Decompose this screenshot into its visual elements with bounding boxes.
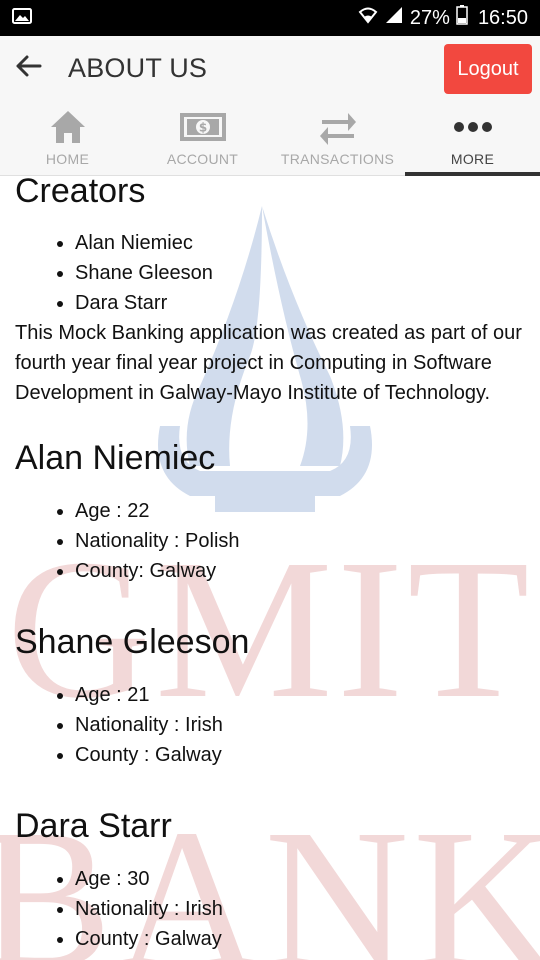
gallery-icon: [12, 7, 32, 29]
battery-icon: [456, 5, 468, 31]
list-item: Alan Niemiec: [75, 228, 525, 258]
tab-transactions-label: TRANSACTIONS: [280, 151, 395, 167]
tab-more[interactable]: MORE: [405, 100, 540, 176]
person-details-list: Age : 21 Nationality : Irish County : Ga…: [15, 680, 525, 770]
person-details-list: Age : 22 Nationality : Polish County: Ga…: [15, 496, 525, 586]
transfer-icon: [318, 107, 358, 147]
creators-list: Alan Niemiec Shane Gleeson Dara Starr: [15, 228, 525, 318]
about-content: Creators Alan Niemiec Shane Gleeson Dara…: [0, 176, 540, 960]
wifi-icon: [358, 6, 378, 30]
tab-home-label: HOME: [45, 151, 90, 167]
logout-button[interactable]: Logout: [444, 44, 532, 94]
tab-more-label: MORE: [450, 151, 495, 167]
more-icon: [453, 107, 493, 147]
tab-account[interactable]: $ ACCOUNT: [135, 100, 270, 175]
list-item: Dara Starr: [75, 288, 525, 318]
list-item: Nationality : Irish: [75, 894, 525, 924]
list-item: Age : 30: [75, 864, 525, 894]
person-name-heading: Shane Gleeson: [15, 623, 250, 661]
status-right: 27% 16:50: [358, 5, 528, 31]
home-icon: [49, 107, 87, 147]
person-section-alan: Alan Niemiec Age : 22 Nationality : Poli…: [15, 438, 525, 586]
list-item: County: Galway: [75, 556, 525, 586]
app-header: ABOUT US Logout: [0, 36, 540, 100]
status-left: [12, 7, 32, 29]
tab-home[interactable]: HOME: [0, 100, 135, 175]
battery-percent: 27%: [409, 6, 450, 29]
page-title: ABOUT US: [68, 52, 208, 83]
money-icon: $: [179, 107, 227, 147]
list-item: Age : 22: [75, 496, 525, 526]
list-item: County : Galway: [75, 740, 525, 770]
arrow-left-icon: [14, 54, 42, 82]
signal-icon: [384, 6, 404, 30]
list-item: Age : 21: [75, 680, 525, 710]
list-item: Nationality : Polish: [75, 526, 525, 556]
person-name-heading: Dara Starr: [15, 807, 172, 845]
list-item: Shane Gleeson: [75, 258, 525, 288]
list-item: County : Galway: [75, 924, 525, 954]
status-bar: 27% 16:50: [0, 0, 540, 36]
creators-heading: Creators: [15, 176, 146, 210]
project-description: This Mock Banking application was create…: [15, 322, 522, 404]
tab-account-label: ACCOUNT: [166, 151, 239, 167]
tab-transactions[interactable]: TRANSACTIONS: [270, 100, 405, 175]
person-name-heading: Alan Niemiec: [15, 439, 216, 477]
person-details-list: Age : 30 Nationality : Irish County : Ga…: [15, 864, 525, 954]
creators-section: Creators Alan Niemiec Shane Gleeson Dara…: [15, 176, 525, 408]
tab-bar: HOME $ ACCOUNT TRANSACTIONS: [0, 100, 540, 176]
clock-time: 16:50: [477, 6, 528, 29]
svg-text:$: $: [198, 121, 206, 135]
back-button[interactable]: [0, 36, 56, 100]
person-section-shane: Shane Gleeson Age : 21 Nationality : Iri…: [15, 622, 525, 770]
person-section-dara: Dara Starr Age : 30 Nationality : Irish …: [15, 806, 525, 954]
list-item: Nationality : Irish: [75, 710, 525, 740]
